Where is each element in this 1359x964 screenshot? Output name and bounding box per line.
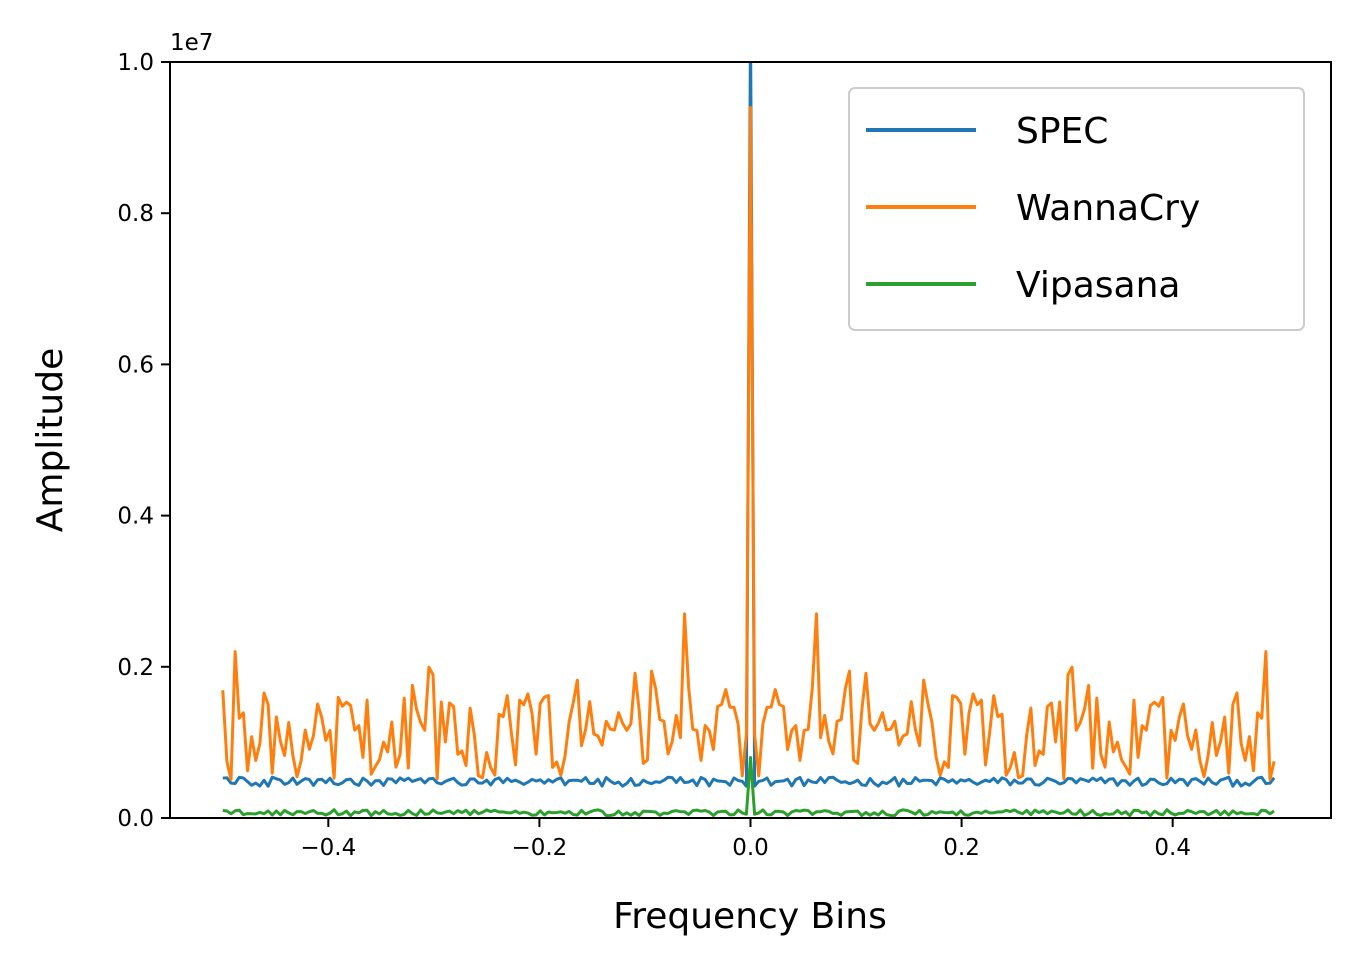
y-axis-title: Amplitude xyxy=(30,348,71,532)
x-axis-title: Frequency Bins xyxy=(613,896,887,937)
series-line-wannacry xyxy=(221,105,1276,782)
x-tick-label: 0.4 xyxy=(1154,835,1191,861)
x-tick-label: 0.0 xyxy=(732,835,769,861)
legend-label-wannacry: WannaCry xyxy=(1016,188,1200,229)
x-tick-label: −0.2 xyxy=(511,835,567,861)
legend-box xyxy=(848,87,1305,331)
y-offset-label: 1e7 xyxy=(170,30,213,56)
y-tick-label: 1.0 xyxy=(117,50,154,76)
y-tick-label: 0.6 xyxy=(117,352,154,378)
x-tick-label: 0.2 xyxy=(943,835,980,861)
series-group xyxy=(221,62,1276,818)
y-tick-label: 0.4 xyxy=(117,504,154,530)
y-tick-label: 0.0 xyxy=(117,806,154,832)
y-tick-label: 0.2 xyxy=(117,655,154,681)
x-axis-ticks: −0.4 −0.2 0.0 0.2 0.4 xyxy=(300,818,1191,861)
series-line-vipasana xyxy=(222,756,1275,818)
y-tick-label: 0.8 xyxy=(117,201,154,227)
legend: SPEC WannaCry Vipasana xyxy=(848,87,1305,331)
legend-label-vipasana: Vipasana xyxy=(1016,265,1180,306)
legend-label-spec: SPEC xyxy=(1016,111,1108,152)
y-axis-ticks: 0.0 0.2 0.4 0.6 0.8 1.0 xyxy=(117,50,170,832)
x-tick-label: −0.4 xyxy=(300,835,356,861)
